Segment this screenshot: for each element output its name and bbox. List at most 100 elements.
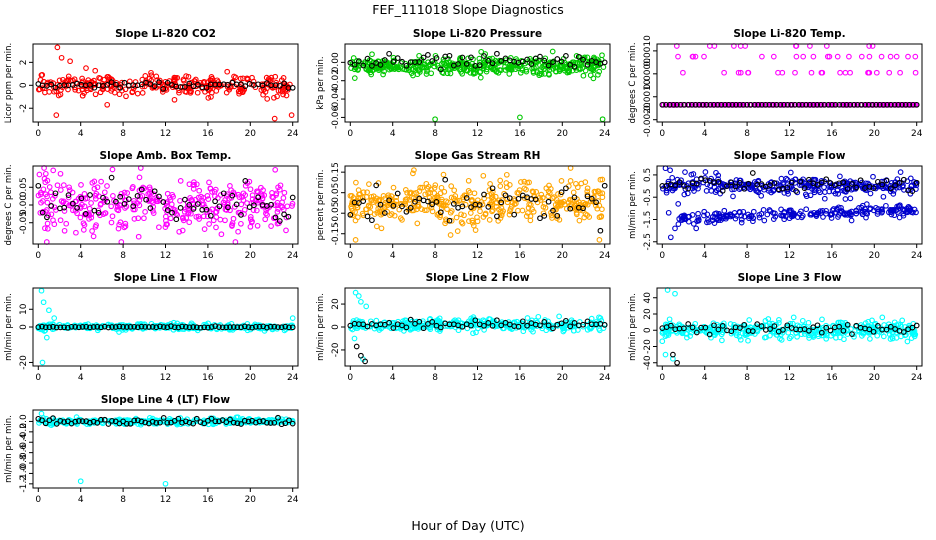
data-point xyxy=(360,189,367,196)
data-point xyxy=(171,324,178,331)
data-point xyxy=(238,324,244,331)
data-point xyxy=(380,193,387,199)
data-point xyxy=(105,324,112,331)
data-point xyxy=(358,298,364,305)
data-point xyxy=(810,101,817,108)
data-point xyxy=(166,194,173,201)
data-point xyxy=(349,212,356,219)
data-point xyxy=(399,201,405,207)
data-point xyxy=(131,417,138,424)
data-point xyxy=(227,416,233,423)
data-point xyxy=(289,315,296,321)
data-point xyxy=(582,67,589,74)
data-point xyxy=(233,201,240,208)
data-point xyxy=(190,206,197,212)
data-point xyxy=(501,325,507,332)
data-point xyxy=(850,331,857,337)
data-point xyxy=(767,182,773,189)
data-point xyxy=(587,198,594,205)
data-point xyxy=(756,214,763,221)
data-point xyxy=(72,208,79,214)
data-point xyxy=(281,327,288,334)
data-point xyxy=(751,101,758,108)
data-point xyxy=(801,185,808,192)
data-point xyxy=(381,210,388,216)
data-point xyxy=(160,85,167,92)
data-point xyxy=(171,96,178,103)
panel-title: Slope Sample Flow xyxy=(734,150,846,162)
data-point xyxy=(808,69,815,76)
panel-3: Slope Li-820 Temp.degrees C per min.0 4 8 1… xyxy=(628,28,923,139)
data-point xyxy=(377,62,384,68)
data-point xyxy=(182,84,188,90)
data-point xyxy=(836,323,842,330)
data-point xyxy=(216,203,223,210)
data-point xyxy=(893,53,900,60)
data-point xyxy=(153,324,160,331)
data-point xyxy=(793,53,800,60)
data-point xyxy=(714,215,721,222)
data-point xyxy=(208,415,215,422)
data-point xyxy=(701,212,707,219)
data-point xyxy=(241,206,248,213)
data-point xyxy=(38,287,45,294)
data-point xyxy=(754,188,761,195)
data-point xyxy=(88,200,94,206)
data-point xyxy=(538,71,545,77)
data-point xyxy=(551,194,557,200)
data-point xyxy=(727,211,734,218)
data-point xyxy=(268,223,274,229)
data-point xyxy=(130,203,137,210)
data-point xyxy=(913,322,920,329)
data-point xyxy=(263,80,270,86)
data-point xyxy=(670,101,677,108)
data-point xyxy=(116,323,123,330)
data-point xyxy=(811,327,818,333)
data-point xyxy=(78,182,84,188)
data-point xyxy=(108,79,115,85)
data-point xyxy=(177,178,184,184)
data-point xyxy=(224,68,231,75)
data-point xyxy=(900,176,907,183)
data-point xyxy=(674,101,680,108)
panel-title: Slope Line 3 Flow xyxy=(738,272,842,284)
data-point xyxy=(690,323,697,330)
data-point xyxy=(382,204,388,211)
data-point xyxy=(515,323,522,330)
data-point xyxy=(164,199,170,205)
data-point xyxy=(95,207,102,214)
data-point xyxy=(823,176,830,183)
data-point xyxy=(454,228,461,234)
data-point xyxy=(599,52,605,59)
data-point xyxy=(490,196,497,203)
data-point xyxy=(696,101,703,108)
data-point xyxy=(219,324,226,331)
data-point xyxy=(847,101,854,108)
data-point xyxy=(122,86,129,93)
data-point xyxy=(179,83,186,90)
data-point xyxy=(741,185,748,192)
x-tick-label: 20 xyxy=(869,129,881,139)
data-point xyxy=(852,182,859,188)
data-point xyxy=(421,64,427,71)
data-point xyxy=(676,179,683,185)
data-point xyxy=(429,58,436,64)
data-point xyxy=(347,59,354,66)
data-point xyxy=(888,211,895,218)
data-point xyxy=(481,322,487,329)
data-point xyxy=(907,175,914,182)
data-point xyxy=(167,215,174,222)
data-point xyxy=(282,420,289,427)
data-point xyxy=(48,211,55,218)
data-point xyxy=(271,323,278,330)
data-point xyxy=(692,101,699,108)
data-point xyxy=(65,194,72,201)
data-point xyxy=(432,182,439,188)
data-point xyxy=(810,53,817,60)
data-point xyxy=(81,90,87,96)
data-point xyxy=(779,213,786,219)
data-point xyxy=(163,87,170,93)
data-point xyxy=(353,179,359,186)
data-point xyxy=(704,219,710,226)
data-point xyxy=(117,193,124,200)
